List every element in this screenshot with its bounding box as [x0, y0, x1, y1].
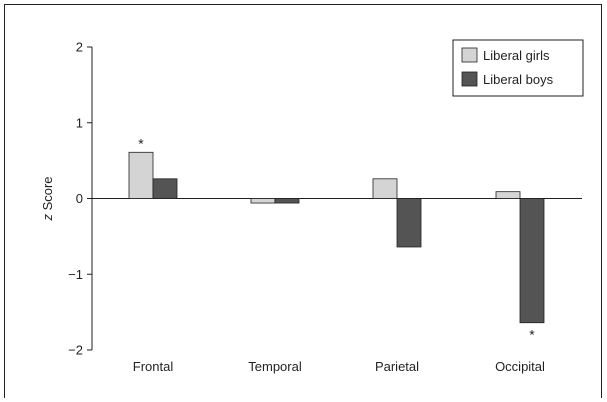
x-category-label: Frontal	[133, 359, 174, 374]
legend-label: Liberal girls	[483, 48, 550, 63]
bar-parietal-liberal-boys	[396, 198, 422, 248]
bar-frontal-liberal-boys	[152, 178, 178, 199]
legend: Liberal girls Liberal boys	[452, 39, 584, 97]
x-category-label: Parietal	[375, 359, 419, 374]
bars-layer	[128, 151, 545, 324]
bar-temporal-liberal-boys	[274, 198, 300, 204]
y-tick-label: 2	[76, 40, 83, 55]
x-category-label: Temporal	[248, 359, 302, 374]
bar-frontal-liberal-girls	[128, 151, 154, 199]
y-tick-label: −2	[68, 343, 83, 358]
y-tick-label: 1	[76, 115, 83, 130]
legend-swatch	[461, 71, 478, 87]
y-tick-label: −1	[68, 267, 83, 282]
x-category-label: Occipital	[495, 359, 545, 374]
y-tick-label: 0	[76, 191, 83, 206]
y-axis-title: z Score	[40, 176, 55, 221]
bar-parietal-liberal-girls	[372, 178, 398, 199]
labels-layer: −2 −1 0 1 2 z Score Frontal Temporal Parietal Occ…	[40, 40, 545, 375]
bar-occipital-liberal-boys	[519, 198, 545, 324]
significance-asterisk: *	[529, 327, 535, 343]
bar-temporal-liberal-girls	[250, 198, 276, 204]
bar-occipital-liberal-girls	[495, 191, 521, 199]
legend-swatch	[461, 47, 478, 63]
chart-frame	[4, 4, 602, 398]
significance-asterisk: *	[138, 135, 144, 151]
legend-label: Liberal boys	[483, 72, 554, 87]
